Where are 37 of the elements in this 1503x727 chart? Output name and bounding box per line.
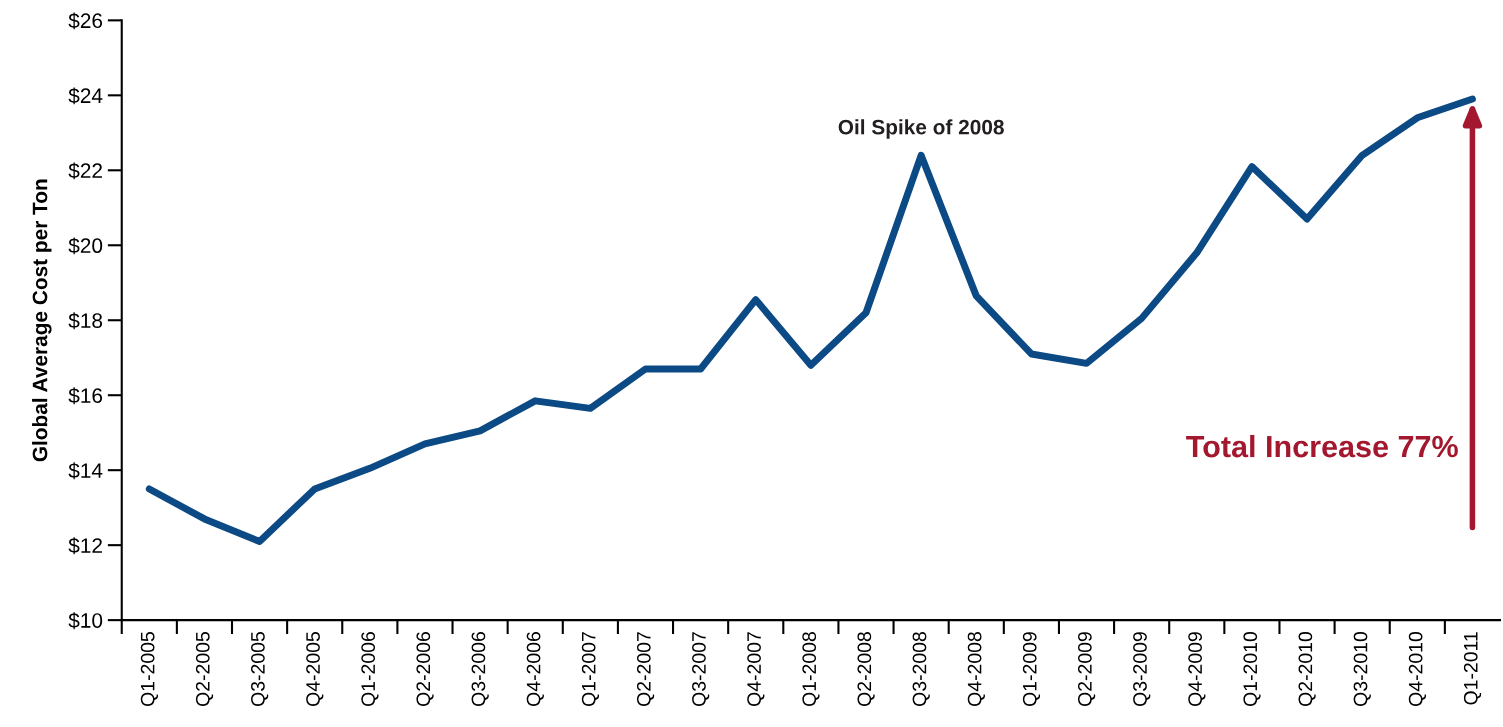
x-tick-label: Q4-2005 [306, 632, 324, 706]
x-tick-label: Q2-2005 [195, 632, 214, 706]
x-tick-label: Q4-2006 [526, 632, 544, 706]
y-tick-label: $10 [68, 612, 103, 630]
x-tick-label: Q2-2006 [416, 632, 434, 706]
x-tick-label: Q1-2005 [140, 632, 159, 706]
x-tick-label: Q3-2010 [1353, 632, 1371, 706]
x-tick-label: Q4-2009 [1188, 632, 1206, 706]
x-tick-label: Q1-2007 [581, 632, 600, 706]
x-tick-label: Q1-2009 [1022, 632, 1041, 706]
y-tick-label: $22 [68, 162, 102, 180]
y-tick-label: $18 [68, 312, 103, 330]
x-tick-label: Q2-2009 [1077, 632, 1096, 706]
x-tick-label: Q2-2007 [636, 632, 655, 706]
x-tick-label: Q4-2010 [1408, 632, 1426, 706]
x-tick-label: Q1-2010 [1243, 632, 1261, 706]
x-tick-label: Q2-2010 [1298, 632, 1316, 706]
x-tick-label: Q4-2008 [967, 632, 985, 706]
annotation: Total Increase 77% [1186, 434, 1458, 458]
x-tick-label: Q1-2006 [361, 632, 379, 706]
x-tick-label: Q3-2006 [471, 632, 489, 706]
x-tick-label: Q2-2008 [857, 632, 875, 706]
y-tick-label: $24 [68, 87, 103, 105]
y-tick-label: $14 [68, 462, 103, 480]
annotation: Oil Spike of 2008 [838, 119, 1004, 139]
y-tick-label: $16 [68, 387, 103, 405]
x-tick-label: Q1-2011 [1463, 632, 1482, 705]
x-tick-label: Q3-2007 [692, 632, 710, 706]
y-axis-title: Global Average Cost per Ton [32, 179, 52, 462]
x-tick-label: Q3-2009 [1133, 632, 1151, 706]
y-tick-label: $20 [68, 237, 103, 255]
x-tick-label: Q3-2008 [912, 632, 930, 706]
x-tick-label: Q3-2005 [251, 632, 269, 706]
x-tick-label: Q4-2007 [747, 632, 765, 706]
y-tick-label: $26 [68, 12, 103, 30]
y-tick-label: $12 [68, 537, 102, 555]
x-tick-label: Q1-2008 [802, 632, 820, 706]
